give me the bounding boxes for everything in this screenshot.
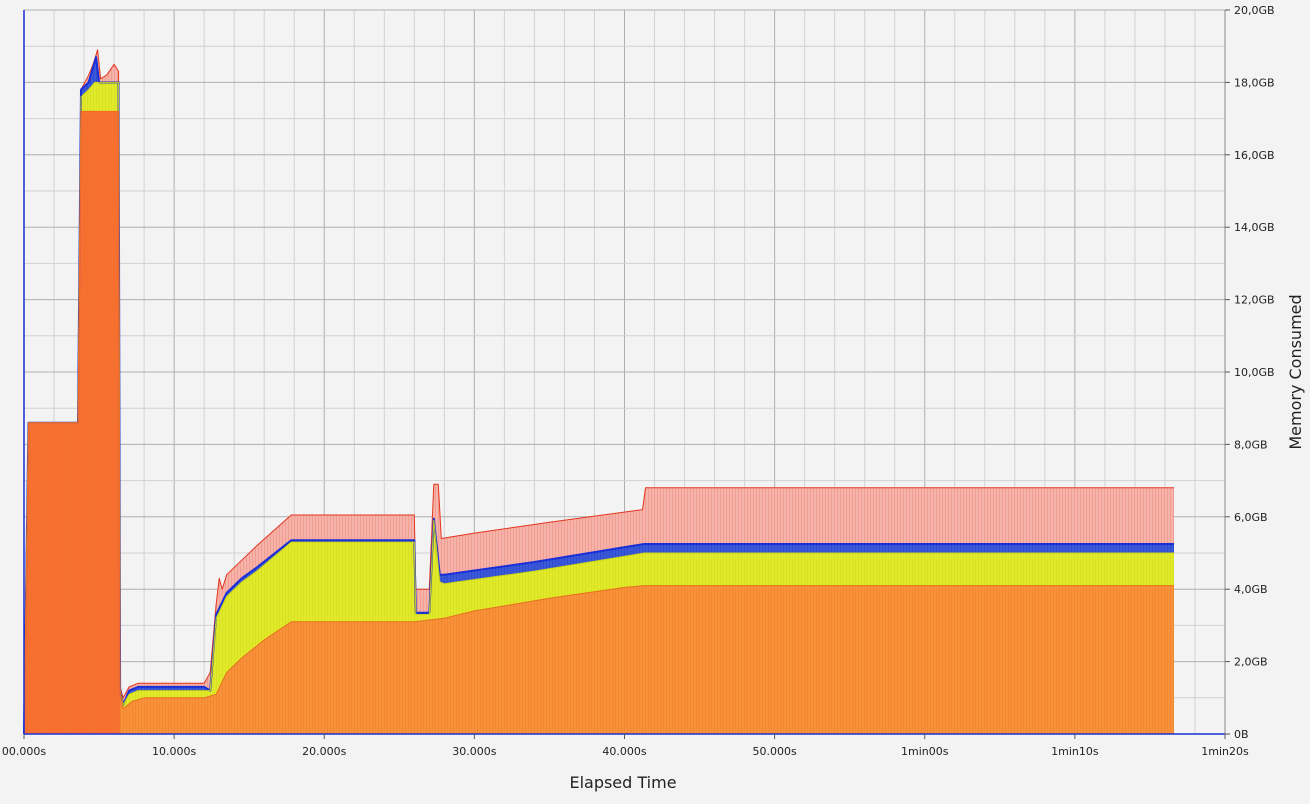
x-tick-label: 1min10s [1051,745,1099,758]
y-tick-label: 0B [1234,728,1249,741]
x-axis-label: Elapsed Time [569,773,676,792]
area-layer [23,49,1174,735]
y-tick-label: 12,0GB [1234,294,1275,307]
series-area-2 [24,82,1174,734]
y-tick-label: 20,0GB [1234,4,1275,17]
y-tick-label: 2,0GB [1234,656,1268,669]
y-tick-label: 10,0GB [1234,366,1275,379]
y-tick-label: 18,0GB [1234,76,1275,89]
series-area-1 [24,111,1174,734]
x-tick-label: 30.000s [452,745,496,758]
y-tick-label: 14,0GB [1234,221,1275,234]
x-tick-label: 10.000s [152,745,196,758]
y-tick-label: 6,0GB [1234,511,1268,524]
series-area-4-outline [23,49,1174,735]
y-tick-label: 16,0GB [1234,149,1275,162]
x-tick-label: 40.000s [602,745,646,758]
x-tick-label: 1min20s [1201,745,1249,758]
x-tick-label: 1min00s [901,745,949,758]
y-axis-label: Memory Consumed [1286,294,1305,449]
y-tick-label: 8,0GB [1234,438,1268,451]
x-tick-label: 20.000s [302,745,346,758]
early-spike-fill [24,111,121,734]
x-tick-label: 50.000s [753,745,797,758]
x-tick-label: 00.000s [2,745,46,758]
y-tick-label: 4,0GB [1234,583,1268,596]
tick-layer: 00.000s 10.000s 20.000s 30.000s 40.000s 50.00… [2,4,1275,758]
series-area-2-outline [23,81,1174,735]
